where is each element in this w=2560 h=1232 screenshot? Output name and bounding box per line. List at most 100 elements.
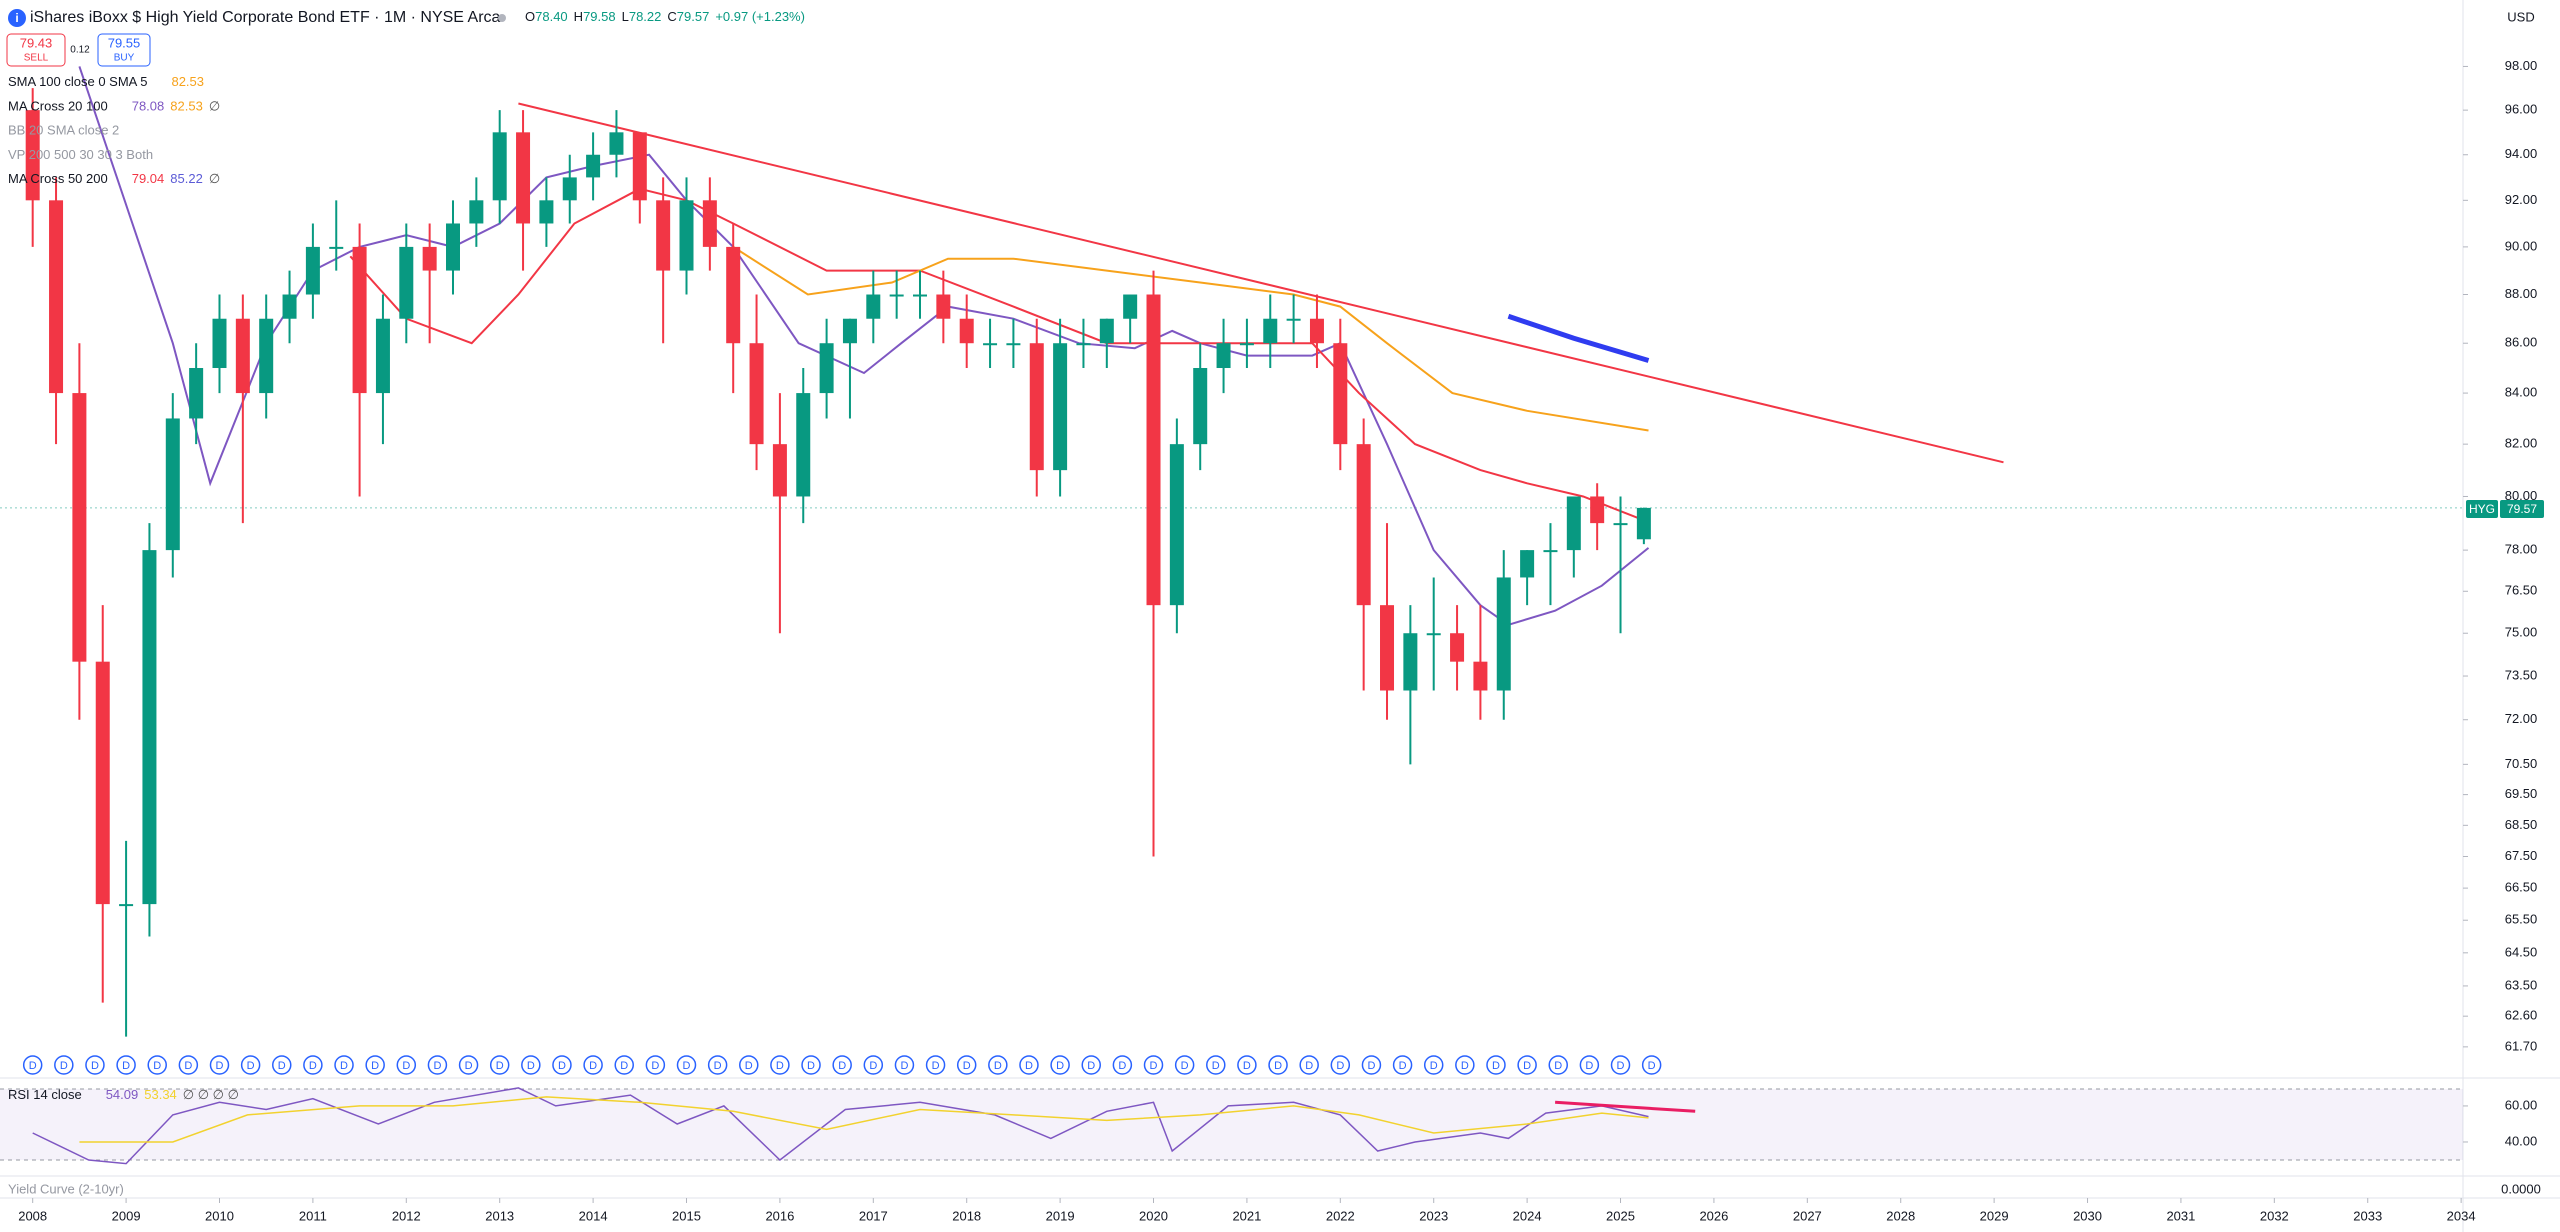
dividend-marker[interactable]: D [676,1055,697,1075]
indicator-value: 82.53 [171,74,204,89]
dividend-marker[interactable]: D [22,1055,43,1075]
dividend-circle [552,1055,572,1075]
dividend-letter: D [1461,1060,1469,1072]
x-tick-label: 2023 [1419,1208,1448,1223]
dividend-marker[interactable]: D [521,1055,541,1075]
dividend-marker[interactable]: D [645,1055,666,1075]
dividend-marker[interactable]: D [1237,1055,1257,1075]
dividend-marker[interactable]: D [1299,1055,1319,1075]
candle-body [399,246,414,319]
indicator-value: ∅ [209,99,220,114]
dividend-marker[interactable]: D [54,1055,74,1075]
dividend-marker[interactable]: D [863,1055,884,1075]
dividend-marker[interactable]: D [209,1055,230,1075]
sell-button[interactable]: 79.43 SELL [6,33,66,67]
dividend-marker[interactable]: D [427,1055,448,1075]
dividend-marker[interactable]: D [147,1055,167,1075]
dividend-marker[interactable]: D [396,1055,417,1075]
dividend-marker[interactable]: D [1174,1055,1195,1075]
dividend-marker[interactable]: D [1081,1055,1101,1075]
dividend-marker[interactable]: D [832,1055,852,1075]
dividend-letter: D [216,1060,224,1072]
dividend-letter: D [1243,1060,1251,1072]
dividend-marker[interactable]: D [925,1055,946,1075]
dividend-marker[interactable]: D [1143,1055,1164,1075]
candle-body [1123,294,1138,319]
dividend-marker[interactable]: D [303,1055,323,1075]
dividend-marker[interactable]: D [272,1055,292,1075]
dividend-marker[interactable]: D [458,1055,479,1075]
dividend-marker[interactable]: D [489,1055,510,1075]
dividend-marker[interactable]: D [1330,1055,1351,1075]
dividend-marker[interactable]: D [739,1055,759,1075]
dividend-circle [925,1055,946,1075]
buy-button[interactable]: 79.55 BUY [97,33,151,67]
dividend-circle [645,1055,666,1075]
y-tick-label: 76.50 [2505,583,2538,598]
candle-body [1006,343,1021,346]
dividend-marker[interactable]: D [1548,1055,1568,1075]
dividend-circle [1050,1055,1070,1075]
dividend-marker[interactable]: D [1361,1055,1382,1075]
rsi-legend[interactable]: RSI 14 close 54.09 53.34 ∅ ∅ ∅ ∅ [8,1087,239,1102]
dividend-marker[interactable]: D [1641,1055,1662,1075]
rsi-tick-label: 60.00 [2505,1097,2538,1112]
sell-box [6,33,66,67]
x-tick-label: 2031 [2166,1208,2195,1223]
indicator-legend[interactable]: VP 200 500 30 30 3 Both [8,147,153,162]
dividend-marker[interactable]: D [1392,1055,1413,1075]
candle-body [1450,633,1465,662]
x-tick-label: 2011 [299,1208,327,1223]
dividend-marker[interactable]: D [707,1055,728,1075]
dividend-marker[interactable]: D [801,1055,821,1075]
dividend-circle [1548,1055,1568,1075]
dividend-marker[interactable]: D [334,1055,354,1075]
dividend-marker[interactable]: D [956,1055,977,1075]
dividend-marker[interactable]: D [240,1055,261,1075]
candle-body [282,294,297,319]
dividend-marker[interactable]: D [1019,1055,1039,1075]
indicator-value: 78.08 [132,99,165,114]
dividend-circle [1112,1055,1133,1075]
dividend-letter: D [1336,1060,1344,1072]
dividend-marker[interactable]: D [770,1055,790,1075]
indicator-legend[interactable]: SMA 100 close 0 SMA 5 82.53 [8,74,204,89]
dividend-marker[interactable]: D [85,1055,105,1075]
rsi-band [0,1089,2463,1160]
candle-body [913,294,928,297]
indicator-legend[interactable]: MA Cross 20 100 78.08 82.53 ∅ [8,99,220,114]
candle-body [305,246,320,295]
dividend-marker[interactable]: D [1517,1055,1537,1075]
dividend-marker[interactable]: D [178,1055,199,1075]
dividend-circle [832,1055,852,1075]
dividend-letter: D [714,1060,722,1072]
dividend-marker[interactable]: D [552,1055,572,1075]
dividend-marker[interactable]: D [988,1055,1008,1075]
y-tick-label: 84.00 [2505,385,2538,400]
dividend-marker[interactable]: D [1455,1055,1475,1075]
dividend-letter: D [340,1060,348,1072]
dividend-marker[interactable]: D [1423,1055,1444,1075]
dividend-marker[interactable]: D [583,1055,603,1075]
dividend-marker[interactable]: D [1579,1055,1600,1075]
candle-body [1169,444,1184,606]
dividend-letter: D [309,1060,317,1072]
dividend-letter: D [60,1060,68,1072]
price-tag-value: 79.57 [2507,502,2537,516]
candle-body [1496,577,1511,691]
dividend-marker[interactable]: D [894,1055,915,1075]
dividend-marker[interactable]: D [1206,1055,1226,1075]
indicator-legend[interactable]: MA Cross 50 200 79.04 85.22 ∅ [8,172,220,187]
dividend-marker[interactable]: D [1486,1055,1506,1075]
indicator-legend[interactable]: BB 20 SMA close 2 [8,123,119,138]
dividend-marker[interactable]: D [116,1055,136,1075]
dividend-circle [1143,1055,1164,1075]
dividend-marker[interactable]: D [1610,1055,1631,1075]
dividend-marker[interactable]: D [614,1055,634,1075]
dividend-letter: D [1087,1060,1095,1072]
dividend-marker[interactable]: D [1268,1055,1288,1075]
dividend-marker[interactable]: D [1112,1055,1133,1075]
dividend-marker[interactable]: D [1050,1055,1070,1075]
dividend-marker[interactable]: D [365,1055,385,1075]
